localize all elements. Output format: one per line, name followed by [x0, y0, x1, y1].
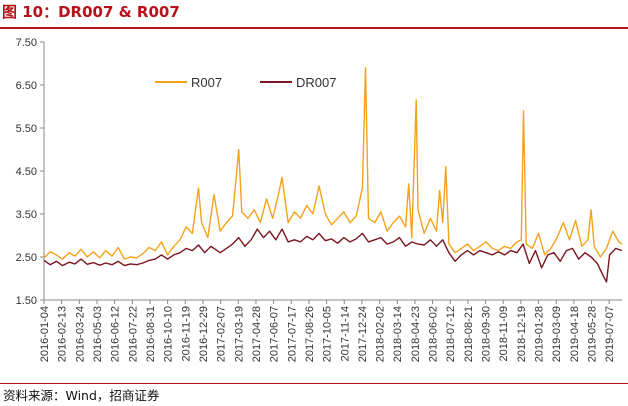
- x-tick-label: 2016-05-03: [92, 306, 104, 362]
- x-tick-label: 2019-01-28: [534, 306, 546, 362]
- x-tick-label: 2016-12-29: [198, 306, 210, 362]
- chart-area: 1.50 2.50 3.50 4.50 5.50 6.50 7.50 2016-01-04 20…: [0, 30, 628, 382]
- legend: R007 DR007: [155, 75, 336, 90]
- x-tick-label: 2018-03-14: [392, 306, 404, 362]
- x-tick-label: 2017-06-07: [269, 306, 281, 362]
- x-tick-label: 2017-12-24: [357, 306, 369, 362]
- series-line-dr007: [43, 228, 623, 283]
- x-tick-label: 2018-11-09: [498, 306, 510, 361]
- x-tick-label: 2017-07-17: [286, 306, 298, 362]
- x-tick-label: 2017-10-05: [322, 306, 334, 362]
- figure-title: 图 10：DR007 & R007: [2, 3, 180, 21]
- title-rule: [0, 27, 628, 29]
- x-tick-label: 2017-04-28: [251, 306, 263, 362]
- series-line-r007: [43, 67, 623, 260]
- x-tick-label: 2018-08-21: [463, 306, 475, 362]
- x-tick-label: 2019-05-28: [587, 306, 599, 362]
- y-tick-label: 6.50: [16, 80, 37, 92]
- y-tick-label: 4.50: [16, 166, 37, 178]
- x-tick-label: 2019-07-07: [604, 306, 616, 362]
- x-tick-label: 2016-06-12: [110, 306, 122, 362]
- source-note: 资料来源：Wind，招商证券: [3, 388, 160, 403]
- y-tick-label: 3.50: [16, 209, 37, 221]
- x-tick-label: 2016-02-13: [57, 306, 69, 362]
- x-tick-label: 2017-11-14: [339, 306, 351, 361]
- x-tick-label: 2017-03-19: [233, 306, 245, 362]
- x-tick-label: 2016-03-24: [74, 306, 86, 362]
- x-tick-label: 2019-04-18: [569, 306, 581, 362]
- legend-label-r007: R007: [191, 75, 222, 90]
- y-tick-label: 7.50: [16, 37, 37, 49]
- x-tick-label: 2018-04-23: [410, 306, 422, 362]
- x-tick-label: 2017-08-26: [304, 306, 316, 362]
- x-tick-label: 2016-10-10: [163, 306, 175, 362]
- legend-label-dr007: DR007: [296, 75, 336, 90]
- x-tick-label: 2016-08-31: [145, 306, 157, 362]
- x-tick-label: 2019-03-09: [551, 306, 563, 362]
- bottom-rule: [0, 383, 628, 384]
- x-tick-label: 2018-02-02: [375, 306, 387, 362]
- y-tick-label: 5.50: [16, 123, 37, 135]
- y-tick-label: 2.50: [16, 252, 37, 264]
- x-tick-label: 2018-07-12: [445, 306, 457, 362]
- x-tick-label: 2018-09-30: [481, 306, 493, 362]
- axes: 1.50 2.50 3.50 4.50 5.50 6.50 7.50 2016-01-04 20…: [16, 37, 622, 362]
- x-tick-label: 2018-12-19: [516, 306, 528, 362]
- x-tick-label: 2016-01-04: [39, 306, 51, 362]
- x-tick-label: 2017-02-07: [216, 306, 228, 362]
- y-tick-label: 1.50: [16, 295, 37, 307]
- x-tick-label: 2018-06-02: [428, 306, 440, 362]
- x-tick-label: 2016-07-22: [127, 306, 139, 362]
- x-tick-label: 2016-11-19: [180, 306, 192, 361]
- series-layer: [43, 67, 623, 283]
- line-chart: 1.50 2.50 3.50 4.50 5.50 6.50 7.50 2016-01-04 20…: [16, 37, 623, 362]
